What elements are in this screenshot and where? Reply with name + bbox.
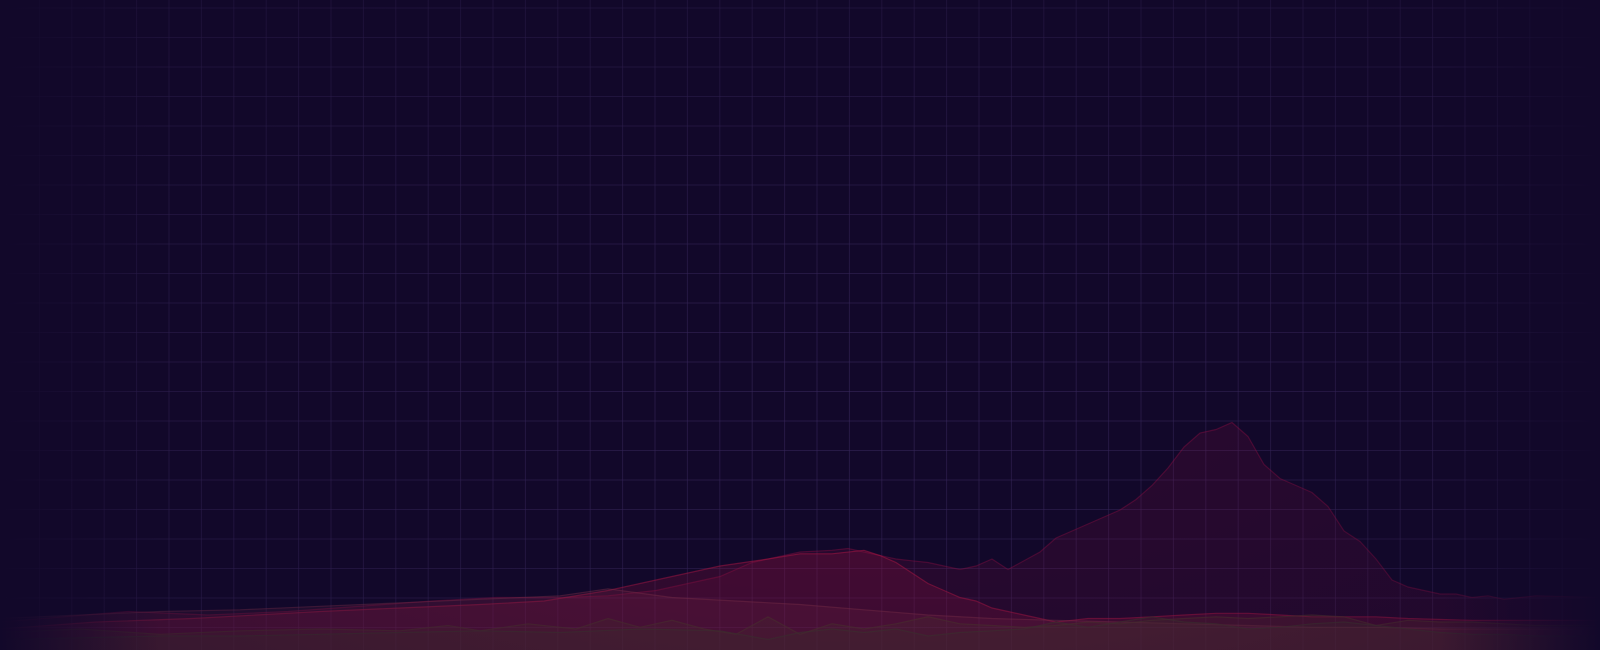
series-areas: [0, 421, 1600, 650]
